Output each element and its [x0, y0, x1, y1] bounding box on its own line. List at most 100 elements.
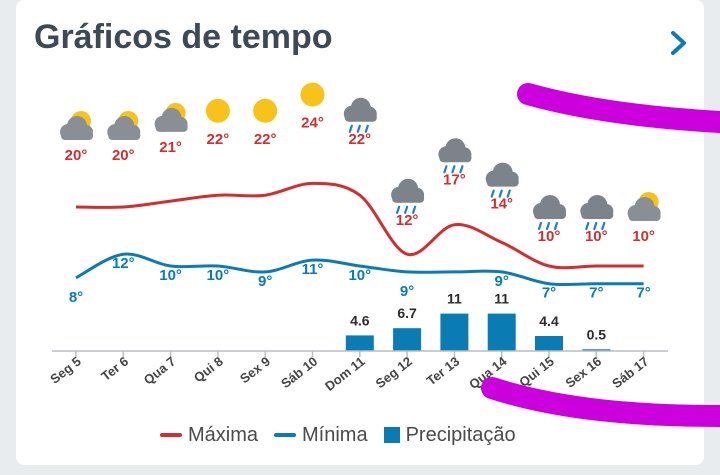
max-temp-label: 10° [632, 228, 655, 245]
max-temp-label: 12° [396, 212, 419, 229]
min-temp-label: 7° [636, 285, 650, 302]
rain-drop [490, 189, 495, 198]
min-temp-label: 9° [258, 273, 272, 290]
min-temp-label: 12° [112, 255, 135, 272]
sun-icon [205, 98, 230, 123]
precip-label: 4.4 [539, 313, 559, 329]
cloud-shape [627, 197, 661, 221]
cloud-shape [438, 138, 472, 163]
series-line-min [75, 252, 644, 287]
cloud-base [108, 131, 141, 140]
rain-drop [585, 221, 590, 231]
series-line-max [75, 181, 644, 270]
max-temp-label: 24° [301, 115, 324, 132]
x-tick-label: Sáb 17 [609, 354, 651, 392]
min-temp-label: 7° [589, 285, 603, 302]
max-temp-label: 22° [207, 131, 230, 148]
cloud-base [486, 177, 519, 187]
precip-bar [582, 349, 611, 351]
x-tick-label: Ter 13 [424, 354, 463, 389]
legend-item-min: Mínima [274, 424, 368, 447]
min-temp-label: 10° [159, 267, 182, 284]
rain-drop [396, 205, 401, 214]
cloud-base [628, 212, 661, 221]
cloud-shape [391, 178, 425, 203]
rain-drop [601, 221, 606, 231]
sun-icon [300, 82, 325, 107]
precip-bar [535, 336, 563, 351]
page-title: Gráficos de tempo [34, 18, 333, 56]
chevron-right-icon[interactable] [666, 28, 692, 58]
rain-drop [356, 124, 361, 133]
max-temp-label: 17° [443, 171, 466, 188]
max-temp-label: 22° [348, 131, 371, 148]
min-temp-label: 7° [542, 285, 556, 302]
rain-drop [498, 189, 503, 198]
precip-label: 11 [447, 291, 462, 307]
cloud-shape [485, 162, 519, 187]
cloud-base [392, 193, 425, 203]
precip-bar [487, 313, 516, 351]
rain-drops [585, 221, 606, 231]
rain-drop [545, 221, 551, 231]
rain-drop [506, 189, 511, 198]
rain-drop [459, 165, 464, 174]
min-temp-label: 10° [348, 267, 371, 284]
precip-label: 6.7 [397, 305, 417, 321]
cloud-base [61, 131, 93, 140]
max-temp-label: 22° [254, 131, 277, 148]
rain-drop [348, 124, 353, 133]
rain-drops [396, 205, 417, 214]
cloud-base [155, 122, 188, 132]
precip-label: 4.6 [350, 312, 370, 328]
cloud-shape [343, 97, 377, 122]
min-temp-label: 9° [495, 273, 509, 290]
min-temp-label: 10° [207, 267, 230, 284]
x-tick-label: Seg 5 [47, 354, 84, 387]
x-tick-label: Sáb 10 [278, 354, 320, 392]
cloud-shape [107, 116, 141, 140]
legend-item-max: Máxima [160, 424, 258, 447]
rain-drop [451, 165, 456, 174]
cloud-shape [533, 195, 566, 219]
weather-chart-card [16, 0, 704, 465]
rain-drops [348, 124, 369, 133]
precip-bar [393, 328, 422, 351]
precip-bar [440, 313, 469, 351]
legend-label-max: Máxima [188, 423, 259, 446]
x-tick-label: Qui 8 [191, 354, 226, 386]
x-tick-label: Sex 16 [562, 354, 604, 391]
max-temp-label: 20° [112, 147, 135, 164]
annotation-stroke [517, 83, 720, 133]
rain-drops [537, 221, 559, 231]
precip-label: 0.5 [587, 326, 607, 342]
max-temp-label: 10° [585, 228, 608, 245]
cloud-base [344, 112, 377, 122]
legend-swatch-max [160, 433, 182, 437]
rain-drop [412, 205, 417, 214]
precip-label: 11 [494, 291, 509, 307]
rain-drop [443, 165, 448, 174]
x-tick-label: Sex 9 [237, 354, 273, 387]
annotation-stroke [481, 377, 720, 427]
max-temp-label: 14° [490, 196, 513, 213]
cloud-base [534, 210, 566, 219]
cloud-shape [580, 195, 614, 219]
cloud-base [581, 210, 614, 219]
cloud-base [439, 153, 472, 163]
rain-drop [364, 124, 369, 133]
x-tick-label: Dom 11 [322, 354, 368, 394]
min-temp-label: 11° [302, 261, 324, 278]
x-tick-label: Ter 6 [98, 354, 131, 384]
rain-drop [593, 221, 598, 231]
max-temp-label: 21° [159, 139, 182, 156]
legend-label-min: Mínima [302, 423, 368, 446]
rain-drop [553, 221, 559, 231]
x-tick-label: Qua 7 [141, 354, 179, 388]
cloud-shape [154, 107, 188, 132]
x-tick-label: Qui 15 [516, 354, 557, 390]
chart-legend: Máxima Mínima Precipitação [160, 423, 516, 447]
rain-drop [404, 205, 409, 214]
cloud-shape [60, 116, 93, 140]
legend-swatch-precip [383, 427, 400, 443]
